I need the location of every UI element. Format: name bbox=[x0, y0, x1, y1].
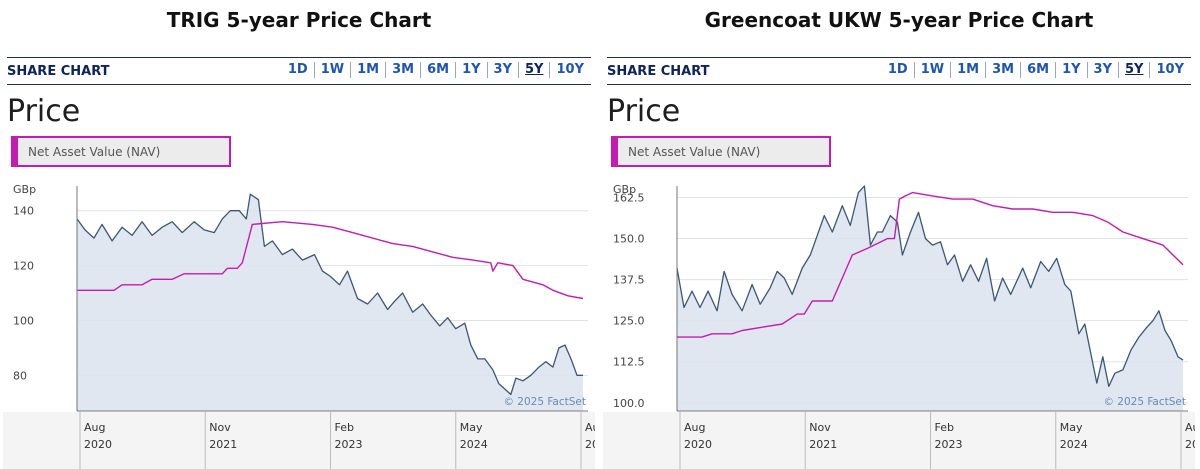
period-5y[interactable]: 5Y bbox=[1118, 62, 1149, 78]
price-heading: Price bbox=[7, 94, 81, 129]
x-tick-month: Feb bbox=[934, 421, 953, 434]
y-tick-label: 162.5 bbox=[613, 191, 645, 204]
x-tick-month: Aug bbox=[684, 421, 705, 434]
x-tick-month: Nov bbox=[809, 421, 831, 434]
x-tick-year: 2021 bbox=[209, 438, 237, 451]
x-tick-month: Aug bbox=[585, 421, 595, 434]
trig-panel: TRIG 5-year Price Chart SHARE CHART 1D 1W… bbox=[3, 0, 595, 469]
y-tick-label: 150.0 bbox=[613, 233, 645, 246]
y-tick-label: 137.5 bbox=[613, 274, 645, 287]
price-heading: Price bbox=[607, 94, 681, 129]
x-tick-year: 2023 bbox=[334, 438, 362, 451]
period-selector: 1D 1W 1M 3M 6M 1Y 3Y 5Y 10Y bbox=[282, 62, 590, 78]
share-chart-label: SHARE CHART bbox=[607, 64, 710, 79]
nav-legend-toggle[interactable]: Net Asset Value (NAV) bbox=[611, 136, 831, 167]
x-axis-band bbox=[3, 412, 595, 469]
period-1d[interactable]: 1D bbox=[887, 62, 908, 77]
header-divider bbox=[7, 84, 591, 85]
nav-legend-label: Net Asset Value (NAV) bbox=[628, 145, 761, 159]
period-5y[interactable]: 5Y bbox=[518, 62, 549, 78]
period-3y[interactable]: 3Y bbox=[1086, 62, 1118, 78]
nav-line bbox=[677, 191, 1184, 338]
nav-line bbox=[77, 221, 584, 300]
y-tick-label: 125.0 bbox=[613, 315, 645, 328]
x-tick-month: Aug bbox=[1185, 421, 1195, 434]
period-10y[interactable]: 10Y bbox=[1149, 62, 1190, 78]
period-10y[interactable]: 10Y bbox=[549, 62, 590, 78]
period-1y[interactable]: 1Y bbox=[455, 62, 486, 78]
period-3m[interactable]: 3M bbox=[985, 62, 1020, 78]
period-selector: 1D 1W 1M 3M 6M 1Y 3Y 5Y 10Y bbox=[882, 62, 1190, 78]
x-tick-year: 2024 bbox=[1060, 438, 1088, 451]
header-rule bbox=[607, 57, 1191, 58]
x-tick-month: May bbox=[460, 421, 483, 434]
period-1w[interactable]: 1W bbox=[913, 62, 950, 78]
period-3y[interactable]: 3Y bbox=[486, 62, 518, 78]
x-tick-year: 2025 bbox=[585, 438, 595, 451]
nav-legend-label: Net Asset Value (NAV) bbox=[28, 145, 161, 159]
period-1m[interactable]: 1M bbox=[350, 62, 385, 78]
nav-swatch bbox=[613, 138, 618, 165]
y-tick-label: 80 bbox=[13, 369, 27, 382]
x-tick-year: 2023 bbox=[934, 438, 962, 451]
copyright-label: © 2025 FactSet bbox=[1103, 396, 1186, 408]
y-tick-label: 100 bbox=[13, 314, 34, 327]
x-tick-year: 2024 bbox=[460, 438, 488, 451]
x-tick-month: May bbox=[1060, 421, 1083, 434]
x-axis-band bbox=[603, 412, 1195, 469]
y-tick-label: 100.0 bbox=[613, 397, 645, 410]
header-rule bbox=[7, 57, 591, 58]
nav-swatch bbox=[13, 138, 18, 165]
price-area bbox=[77, 194, 583, 411]
unit-label: GBp bbox=[613, 183, 636, 196]
y-tick-label: 140 bbox=[13, 205, 34, 218]
share-chart-label: SHARE CHART bbox=[7, 64, 110, 79]
x-tick-month: Nov bbox=[209, 421, 231, 434]
period-1m[interactable]: 1M bbox=[950, 62, 985, 78]
x-tick-year: 2020 bbox=[684, 438, 712, 451]
period-6m[interactable]: 6M bbox=[420, 62, 455, 78]
x-tick-year: 2020 bbox=[84, 438, 112, 451]
x-tick-month: Aug bbox=[84, 421, 105, 434]
ukw-panel: Greencoat UKW 5-year Price Chart SHARE C… bbox=[603, 0, 1195, 469]
unit-label: GBp bbox=[13, 183, 36, 196]
price-area bbox=[677, 186, 1183, 411]
ukw-price-chart: GBp 100.0 112.5 125.0 137.5 150.0 162.5 © 2025 … bbox=[603, 183, 1195, 469]
period-6m[interactable]: 6M bbox=[1020, 62, 1055, 78]
y-tick-label: 120 bbox=[13, 260, 34, 273]
price-line bbox=[676, 185, 1184, 388]
trig-price-chart: GBp 80 100 120 140 © 2025 FactSet Aug 2020 Nov 20… bbox=[3, 183, 595, 469]
period-1d[interactable]: 1D bbox=[287, 62, 308, 77]
x-tick-month: Feb bbox=[334, 421, 353, 434]
chart-title: Greencoat UKW 5-year Price Chart bbox=[704, 8, 1094, 32]
chart-title: TRIG 5-year Price Chart bbox=[166, 8, 432, 32]
copyright-label: © 2025 FactSet bbox=[503, 396, 586, 408]
price-line bbox=[76, 193, 583, 396]
period-1y[interactable]: 1Y bbox=[1055, 62, 1086, 78]
x-tick-year: 2025 bbox=[1185, 438, 1195, 451]
nav-legend-toggle[interactable]: Net Asset Value (NAV) bbox=[11, 136, 231, 167]
x-tick-year: 2021 bbox=[809, 438, 837, 451]
period-3m[interactable]: 3M bbox=[385, 62, 420, 78]
header-divider bbox=[607, 84, 1191, 85]
y-tick-label: 112.5 bbox=[613, 356, 645, 369]
period-1w[interactable]: 1W bbox=[313, 62, 350, 78]
